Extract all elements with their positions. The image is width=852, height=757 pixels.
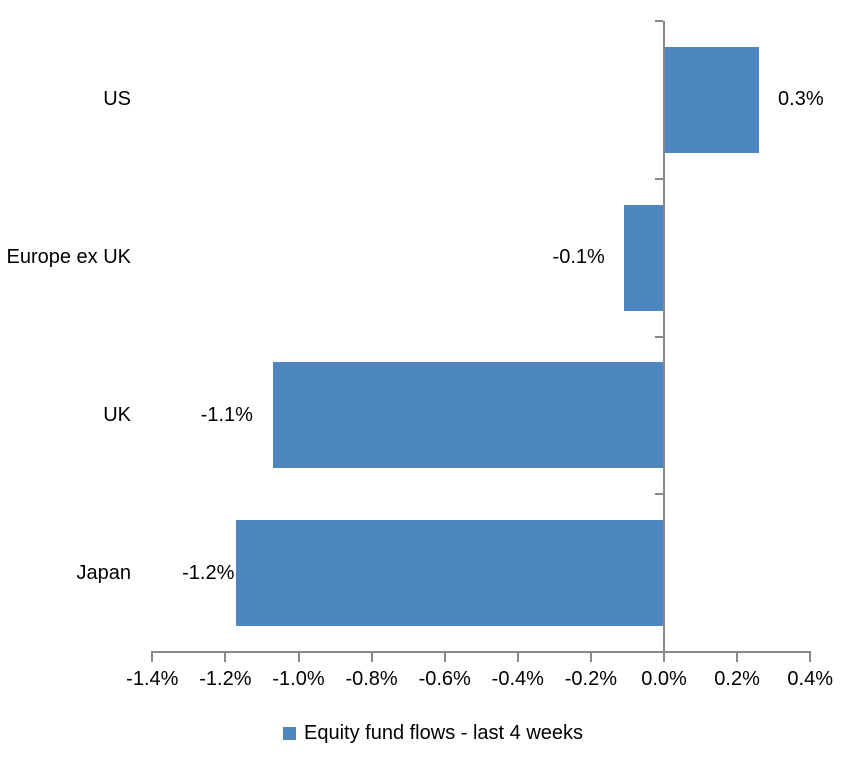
x-tick-label-04: 0.4% — [787, 668, 833, 690]
bar-europe-ex-uk — [623, 204, 664, 311]
x-tick-label-08: -0.8% — [345, 668, 398, 690]
x-axis-tick — [151, 651, 154, 662]
value-label-uk: -1.1% — [200, 403, 253, 426]
value-label-europe-ex-uk: -0.1% — [552, 246, 605, 269]
value-label-japan: -1.2% — [182, 561, 235, 584]
x-tick-label-00: 0.0% — [641, 668, 687, 690]
x-tick-label-12: -1.2% — [199, 668, 252, 690]
category-boundary-tick — [655, 493, 663, 496]
x-axis-line — [152, 651, 811, 653]
x-axis-tick — [809, 651, 812, 662]
bar-japan — [236, 520, 664, 627]
x-tick-label-06: -0.6% — [418, 668, 471, 690]
x-axis-tick — [297, 651, 300, 662]
x-axis-tick — [370, 651, 373, 662]
x-axis-tick — [516, 651, 519, 662]
category-label-uk: UK — [103, 403, 131, 426]
category-label-us: US — [103, 88, 131, 111]
category-boundary-tick — [655, 20, 663, 22]
category-boundary-tick — [655, 335, 663, 338]
legend: Equity fund flows - last 4 weeks — [283, 720, 583, 746]
x-axis-tick — [663, 651, 665, 662]
x-axis-tick — [736, 651, 739, 662]
x-axis-tick — [224, 651, 227, 662]
bar-uk — [272, 362, 664, 469]
x-tick-label-04: -0.4% — [491, 668, 544, 690]
x-tick-label-10: -1.0% — [272, 668, 325, 690]
category-label-europe-ex-uk: Europe ex UK — [6, 246, 131, 269]
x-tick-label-14: -1.4% — [126, 668, 179, 690]
legend-marker-icon — [283, 726, 296, 740]
x-tick-label-02: 0.2% — [714, 668, 760, 690]
category-boundary-tick — [655, 177, 663, 180]
value-label-us: 0.3% — [778, 88, 824, 111]
bar-us — [664, 46, 760, 153]
legend-series-label: Equity fund flows - last 4 weeks — [304, 721, 584, 744]
category-label-japan: Japan — [76, 561, 132, 584]
zero-axis-line — [663, 21, 665, 653]
x-tick-label-02: -0.2% — [564, 668, 618, 690]
x-axis-tick — [443, 651, 446, 662]
x-axis-tick — [589, 651, 592, 662]
